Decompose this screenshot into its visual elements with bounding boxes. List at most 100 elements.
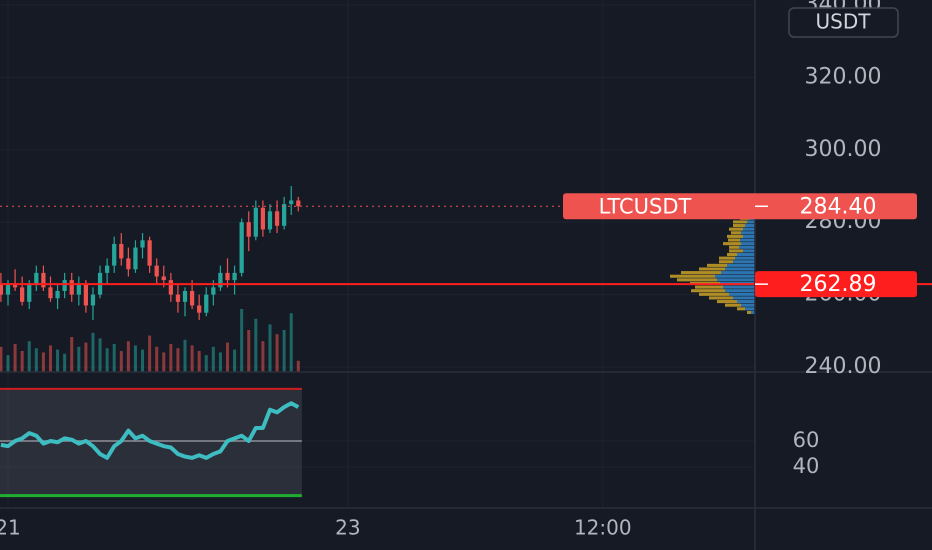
candle-body xyxy=(83,283,89,306)
volume-bar xyxy=(98,338,102,372)
profile-buy xyxy=(737,300,755,304)
currency-box[interactable]: USDT xyxy=(788,7,899,38)
volume-bar xyxy=(105,348,109,372)
currency-box-frame xyxy=(788,7,899,38)
profile-buy xyxy=(721,271,755,275)
profile-sell xyxy=(677,278,717,282)
candle-body xyxy=(197,305,202,313)
profile-buy xyxy=(743,227,755,231)
candle-body xyxy=(105,265,110,273)
candle-body xyxy=(55,290,60,299)
candle-body xyxy=(62,280,67,291)
grid xyxy=(0,0,755,508)
volume-bar xyxy=(289,313,293,372)
candle-body xyxy=(204,294,209,313)
candle-body xyxy=(218,272,223,288)
candle-body xyxy=(225,272,230,281)
profile-sell xyxy=(729,249,743,253)
profile-sell xyxy=(727,234,743,238)
volume-bar xyxy=(275,334,279,372)
profile-buy xyxy=(733,260,755,264)
volume-bar xyxy=(13,344,17,372)
profile-sell xyxy=(733,220,747,224)
candle-body xyxy=(0,283,4,295)
volume-bar xyxy=(141,349,145,372)
volume-bar xyxy=(20,351,24,372)
candle-body xyxy=(34,272,39,284)
volume-bar xyxy=(6,355,10,372)
candle-body xyxy=(211,287,216,295)
candle-body xyxy=(147,240,152,266)
profile-buy xyxy=(741,242,755,246)
volume-bar xyxy=(190,345,194,372)
y-tick-label: 300.00 xyxy=(805,137,882,162)
candle-body xyxy=(76,283,81,295)
candle-body xyxy=(182,290,188,302)
y-tick-label: 240.00 xyxy=(805,354,882,379)
volume-bar xyxy=(282,330,286,372)
symbol-label: LTCUSDT xyxy=(599,194,692,218)
profile-buy xyxy=(743,234,755,238)
volume-bar xyxy=(218,352,222,372)
volume-bar xyxy=(240,309,244,372)
volume-bar xyxy=(211,346,215,372)
volume-bar xyxy=(204,355,208,372)
volume-bar xyxy=(169,344,173,372)
candle-body xyxy=(168,280,173,295)
profile-buy xyxy=(745,307,755,311)
volume-bar xyxy=(296,360,300,372)
candle-body xyxy=(253,207,258,237)
volume-bar xyxy=(233,349,237,372)
profile-buy xyxy=(727,263,755,267)
candle-body xyxy=(126,258,131,270)
candle-body xyxy=(189,290,195,306)
volume-bar xyxy=(0,346,3,372)
profile-buy xyxy=(735,256,755,260)
candle-body xyxy=(267,211,273,230)
profile-sell xyxy=(695,285,723,289)
profile-sell xyxy=(707,263,727,267)
profile-sell xyxy=(737,307,745,311)
volume-bar xyxy=(148,335,152,372)
profile-sell xyxy=(727,252,737,257)
volume-bar xyxy=(261,341,265,372)
volume-bar xyxy=(133,345,137,372)
x-tick-label: 12:00 xyxy=(574,516,632,540)
volume-bar xyxy=(34,348,38,372)
candle-body xyxy=(154,265,159,277)
profile-buy xyxy=(745,224,755,228)
profile-sell xyxy=(691,289,725,293)
candle-body xyxy=(260,207,266,230)
profile-sell xyxy=(731,231,741,235)
candle-body xyxy=(12,283,18,288)
candle-body xyxy=(239,222,244,273)
candle-body xyxy=(274,211,280,226)
profile-buy xyxy=(737,252,755,257)
candle-body xyxy=(161,276,166,281)
candle-body xyxy=(27,283,32,302)
candle-body xyxy=(232,272,237,281)
volume-bar xyxy=(119,351,123,372)
candle-body xyxy=(133,247,138,270)
volume-bar xyxy=(48,345,52,372)
level-tag xyxy=(755,271,917,298)
profile-sell xyxy=(723,242,741,246)
profile-sell xyxy=(699,267,725,271)
profile-sell xyxy=(747,310,751,314)
volume-bar xyxy=(268,324,272,372)
volume-bar xyxy=(247,330,251,372)
profile-buy xyxy=(725,289,755,293)
candle-body xyxy=(20,287,25,302)
rsi-tick-label: 40 xyxy=(793,454,820,478)
volume-bar xyxy=(254,318,258,372)
volume-bar xyxy=(112,344,116,372)
volume-bar xyxy=(91,332,95,372)
profile-sell xyxy=(699,292,729,296)
volume-bar xyxy=(77,346,81,372)
volume-bar xyxy=(197,351,201,372)
level-label: 262.89 xyxy=(800,272,877,297)
profile-buy xyxy=(729,292,755,296)
profile-sell xyxy=(719,260,733,264)
y-tick-label: 320.00 xyxy=(805,64,882,89)
profile-buy xyxy=(741,231,755,235)
